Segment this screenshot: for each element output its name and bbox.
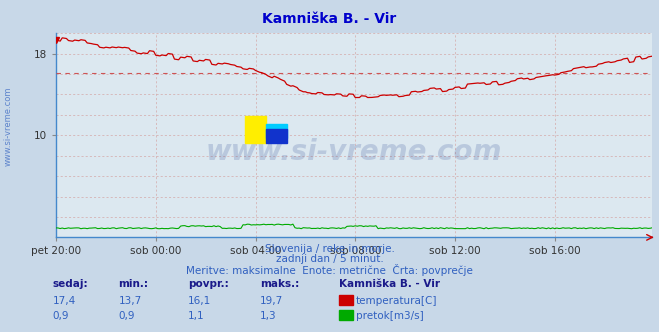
Text: sedaj:: sedaj: <box>53 279 88 289</box>
Text: 0,9: 0,9 <box>119 311 135 321</box>
Text: maks.:: maks.: <box>260 279 300 289</box>
Text: min.:: min.: <box>119 279 149 289</box>
Text: Slovenija / reke in morje.: Slovenija / reke in morje. <box>264 244 395 254</box>
Text: 1,3: 1,3 <box>260 311 277 321</box>
Text: 19,7: 19,7 <box>260 296 283 306</box>
Text: zadnji dan / 5 minut.: zadnji dan / 5 minut. <box>275 254 384 264</box>
Text: www.si-vreme.com: www.si-vreme.com <box>3 86 13 166</box>
Text: Kamniška B. - Vir: Kamniška B. - Vir <box>262 12 397 26</box>
Text: Meritve: maksimalne  Enote: metrične  Črta: povprečje: Meritve: maksimalne Enote: metrične Črta… <box>186 264 473 276</box>
Text: 1,1: 1,1 <box>188 311 204 321</box>
Text: 17,4: 17,4 <box>53 296 76 306</box>
Text: 0,9: 0,9 <box>53 311 69 321</box>
Text: Kamniška B. - Vir: Kamniška B. - Vir <box>339 279 440 289</box>
Text: temperatura[C]: temperatura[C] <box>356 296 438 306</box>
Text: 13,7: 13,7 <box>119 296 142 306</box>
Bar <box>266 129 287 143</box>
Text: povpr.:: povpr.: <box>188 279 229 289</box>
Bar <box>245 116 266 143</box>
Text: pretok[m3/s]: pretok[m3/s] <box>356 311 424 321</box>
Bar <box>266 124 287 138</box>
Text: www.si-vreme.com: www.si-vreme.com <box>206 138 502 166</box>
Text: 16,1: 16,1 <box>188 296 211 306</box>
